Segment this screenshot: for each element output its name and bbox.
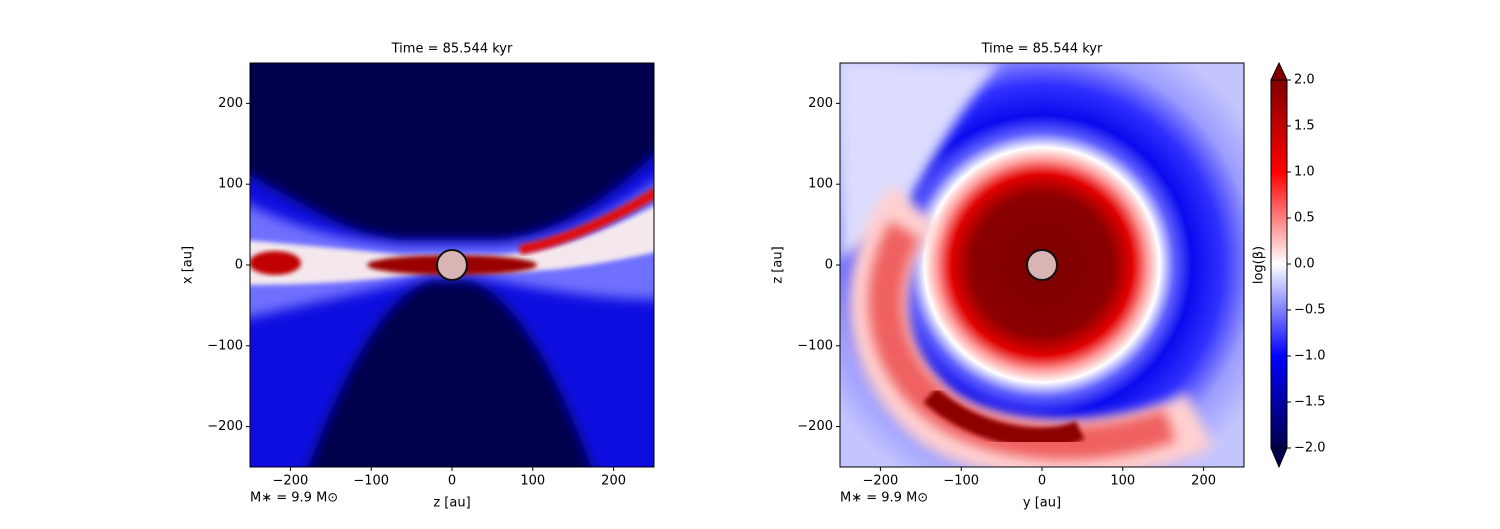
y-tick-label: −100 [207,338,243,353]
x-axis-label: y [au] [1023,496,1061,511]
x-tick-label: 200 [1191,474,1216,489]
field-map [840,63,1244,467]
y-tick-label: 100 [808,177,833,192]
x-tick-label: 0 [448,474,456,489]
colorbar-tick-label: 0.0 [1294,257,1315,272]
y-tick-label: 100 [218,177,243,192]
colorbar-tick-label: −0.5 [1294,303,1326,318]
x-tick-label: 100 [1110,474,1135,489]
y-tick-label: −100 [797,338,833,353]
x-tick-label: −100 [353,474,389,489]
annotation: M∗ = 9.9 M⊙ [250,491,338,506]
y-tick-label: 200 [808,96,833,111]
colorbar-tick-label: 1.5 [1294,119,1315,134]
y-tick-label: 0 [825,258,833,273]
colorbar-tick-label: −2.0 [1294,441,1326,456]
x-tick-label: 100 [520,474,545,489]
colorbar-tick-label: 1.0 [1294,165,1315,180]
y-tick-label: −200 [207,419,243,434]
chart-title: Time = 85.544 kyr [981,42,1103,57]
colorbar-extend [1270,447,1288,469]
x-tick-label: 200 [601,474,626,489]
colorbar-tick-label: −1.0 [1294,349,1326,364]
colorbar-extend [1270,61,1288,81]
colorbar-tick-label: 2.0 [1294,73,1315,88]
y-tick-label: 0 [235,258,243,273]
colorbar-tick-label: −1.5 [1294,395,1326,410]
x-tick-label: −100 [943,474,979,489]
colorbar-tick-label: 0.5 [1294,211,1315,226]
y-axis-label: x [au] [181,246,196,284]
annotation: M∗ = 9.9 M⊙ [840,491,928,506]
y-axis-label: z [au] [771,246,786,283]
y-tick-label: −200 [797,419,833,434]
y-tick-label: 200 [218,96,243,111]
x-tick-label: −200 [273,474,309,489]
field-map [250,63,654,467]
x-tick-label: −200 [863,474,899,489]
chart-title: Time = 85.544 kyr [391,42,513,57]
x-axis-label: z [au] [433,496,470,511]
colorbar-label: log(β) [1252,246,1267,284]
colorbar [1271,80,1287,448]
x-tick-label: 0 [1038,474,1046,489]
